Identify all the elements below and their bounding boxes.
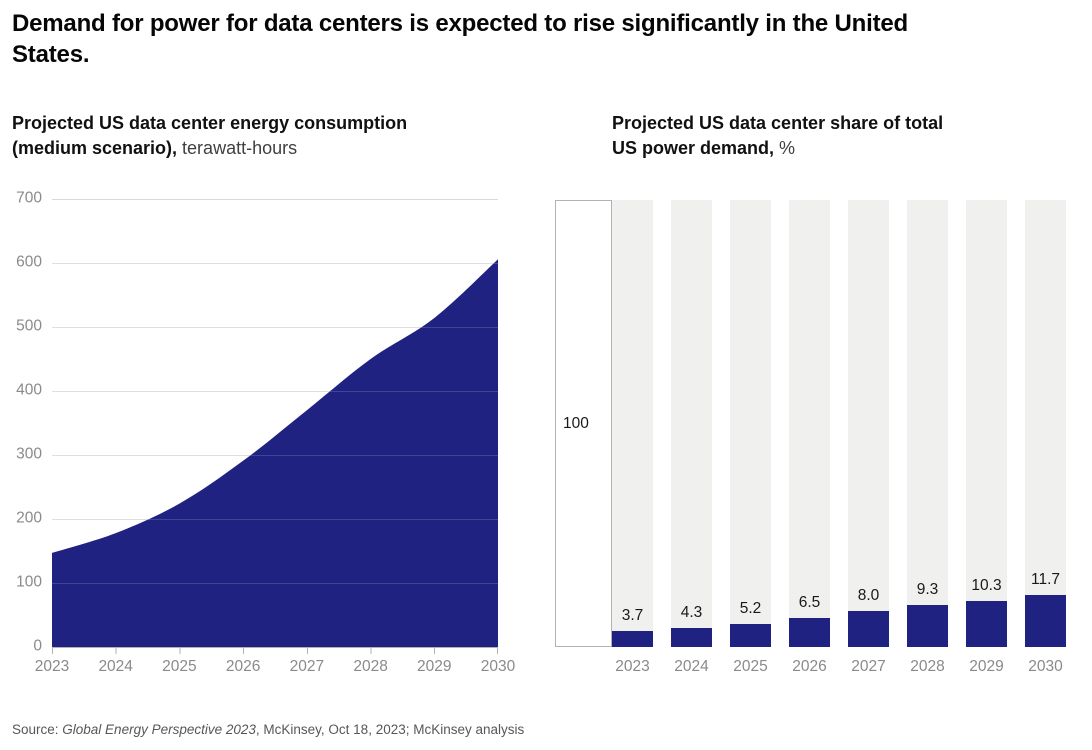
bar-track: 3.7 [612,200,653,647]
x-axis-label: 2025 [162,658,197,675]
area-chart-panel: 700 600 500 400 300 200 100 0 [0,185,546,695]
x-axis-label: 2028 [910,658,945,675]
bar-track: 8.0 [848,200,889,647]
y-axis-label: 500 [16,317,42,335]
bar-value-label: 3.7 [621,606,644,624]
x-axis-label: 2023 [615,658,650,675]
y-axis-label: 100 [16,573,42,591]
bar-fill [1025,594,1066,647]
area-series-shape [52,259,498,647]
page-title: Demand for power for data centers is exp… [12,10,908,68]
x-axis-label: 2024 [674,658,709,675]
bar-chart-title: Projected US data center share of total … [612,111,954,160]
bar-track: 6.5 [789,200,830,647]
source-prefix: Source: [12,722,63,737]
bar-value-label: 9.3 [916,581,939,599]
bar-value-label: 6.5 [798,593,821,611]
x-axis [52,647,498,654]
bar-value-label: 11.7 [1030,570,1061,588]
x-axis-label: 2030 [1028,658,1063,675]
x-axis-label: 2025 [733,658,768,675]
y-axis-label: 0 [33,637,42,655]
source-note: Source: Global Energy Perspective 2023, … [12,722,524,737]
x-axis-label: 2028 [353,658,388,675]
bar-track: 10.3 [966,200,1007,647]
area-chart-title-unit: terawatt-hours [177,137,298,158]
bar-value-label: 4.3 [680,603,703,621]
bar-track: 5.2 [730,200,771,647]
bar-track: 11.7 [1025,200,1066,647]
bar-fill [671,627,712,647]
y-axis-label: 400 [16,381,42,399]
x-axis-label: 2026 [792,658,827,675]
bar-track: 9.3 [907,200,948,647]
bar-chart-title-bold: Projected US data center share of total … [612,113,944,158]
y-axis-label: 600 [16,253,42,271]
x-axis-label: 2023 [34,658,70,675]
bar-value-label: 8.0 [857,587,880,605]
bar-fill [848,611,889,647]
axis-max-label: 100 [563,414,589,432]
gridlines-overlay [52,263,498,584]
source-suffix: , McKinsey, Oct 18, 2023; McKinsey analy… [255,722,525,737]
y-axis-label: 700 [16,189,42,207]
x-axis-label: 2029 [417,658,452,675]
bar-track: 4.3 [671,200,712,647]
x-axis-label: 2026 [225,658,261,675]
bar-value-label: 10.3 [971,577,1002,594]
x-axis-label: 2029 [969,658,1004,675]
x-axis-label: 2027 [289,658,325,675]
bar-value-label: 5.2 [739,599,762,617]
area-chart-title-bold: Projected US data center energy consumpt… [12,113,408,158]
x-axis-label: 2027 [851,658,886,675]
bar-fill [966,601,1007,647]
bar-fill [789,617,830,647]
bar-fill [612,630,653,647]
bar-fill [730,623,771,647]
bar-chart-panel: 100 3.7 4.3 5.2 6.5 8.0 9.3 10.3 [555,200,1067,700]
source-publication: Global Energy Perspective 2023 [62,722,256,737]
axis-scale-box: 100 [555,200,612,647]
area-plot [52,199,498,654]
area-chart-title: Projected US data center energy consumpt… [12,111,474,160]
y-axis-label: 300 [16,445,42,463]
bar-chart-title-unit: % [774,137,796,158]
x-axis-label: 2024 [98,658,133,675]
y-axis-label: 200 [16,509,42,527]
bar-fill [907,605,948,647]
x-axis-label: 2030 [480,658,516,675]
